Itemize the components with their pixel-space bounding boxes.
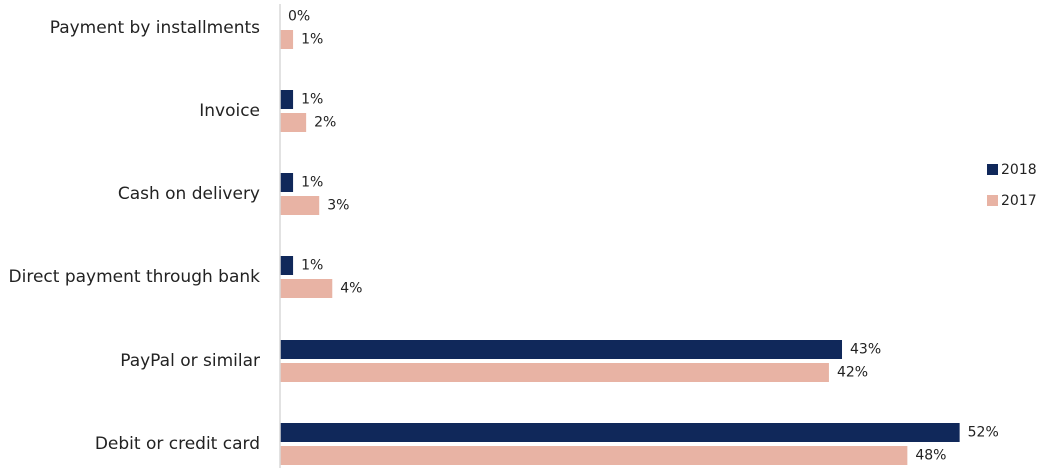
value-labels: 0%1%1%2%1%3%1%4%43%42%52%48%: [288, 9, 999, 464]
bar-2018-invoice: [280, 90, 294, 109]
bar-2017-debit-or-credit-card: [280, 446, 908, 465]
legend-swatch-2018: [987, 164, 998, 175]
bar-2018-direct-payment-through-bank: [280, 256, 294, 275]
category-label-direct-payment-through-bank: Direct payment through bank: [9, 267, 261, 287]
category-label-invoice: Invoice: [199, 101, 260, 121]
value-label-2018-cash-on-delivery: 1%: [301, 175, 323, 191]
bar-2018-cash-on-delivery: [280, 173, 294, 192]
value-label-2017-payment-by-installments: 1%: [301, 32, 323, 48]
legend-label-2018: 2018: [1001, 162, 1037, 178]
value-label-2017-cash-on-delivery: 3%: [327, 198, 349, 214]
category-label-debit-or-credit-card: Debit or credit card: [95, 434, 260, 454]
value-label-2017-debit-or-credit-card: 48%: [915, 448, 946, 464]
legend: 2018 2017: [987, 162, 1037, 209]
bar-2017-payment-by-installments: [280, 30, 294, 49]
value-label-2017-direct-payment-through-bank: 4%: [340, 281, 362, 297]
value-label-2017-invoice: 2%: [314, 115, 336, 131]
bar-2018-debit-or-credit-card: [280, 423, 960, 442]
category-label-cash-on-delivery: Cash on delivery: [118, 184, 260, 204]
legend-label-2017: 2017: [1001, 193, 1037, 209]
value-label-2017-paypal-or-similar: 42%: [837, 365, 868, 381]
value-label-2018-payment-by-installments: 0%: [288, 9, 310, 25]
category-label-paypal-or-similar: PayPal or similar: [120, 351, 260, 371]
value-label-2018-direct-payment-through-bank: 1%: [301, 258, 323, 274]
bars: [280, 30, 960, 465]
value-label-2018-invoice: 1%: [301, 92, 323, 108]
bar-2018-paypal-or-similar: [280, 340, 843, 359]
bar-2017-invoice: [280, 113, 307, 132]
bar-2017-paypal-or-similar: [280, 363, 829, 382]
category-labels: Payment by installments Invoice Cash on de…: [9, 18, 261, 454]
category-label-payment-by-installments: Payment by installments: [50, 18, 260, 38]
legend-swatch-2017: [987, 195, 998, 206]
bar-2017-direct-payment-through-bank: [280, 279, 333, 298]
value-label-2018-paypal-or-similar: 43%: [850, 342, 881, 358]
value-label-2018-debit-or-credit-card: 52%: [968, 425, 999, 441]
bar-2017-cash-on-delivery: [280, 196, 320, 215]
